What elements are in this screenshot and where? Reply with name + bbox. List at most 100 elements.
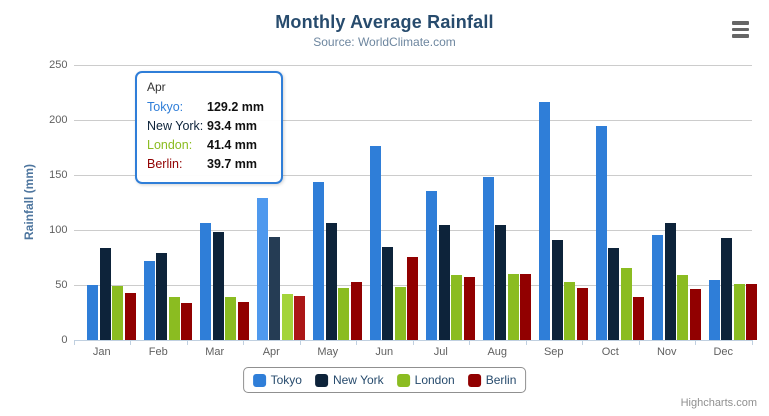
bar-berlin-jan[interactable] [124,293,136,340]
x-axis-label-nov: Nov [656,346,677,358]
legend-item-new-york[interactable]: New York [314,373,384,387]
hamburger-icon [732,21,749,25]
bar-new-york-may[interactable] [325,223,337,340]
tooltip-series-value: 41.4 mm [207,138,258,152]
x-axis-tick [469,340,470,345]
tooltip-series-value: 129.2 mm [207,100,264,114]
bar-tokyo-aug[interactable] [482,176,494,340]
bar-new-york-sep[interactable] [551,239,563,340]
bar-tokyo-jun[interactable] [369,146,381,340]
bar-new-york-aug[interactable] [495,225,507,340]
tooltip-series-value: 93.4 mm [207,119,258,133]
bar-berlin-jul[interactable] [463,276,475,340]
bar-new-york-apr[interactable] [269,237,281,340]
bar-tokyo-oct[interactable] [595,126,607,340]
x-axis-tick [638,340,640,345]
bar-berlin-nov[interactable] [689,288,701,340]
bar-tokyo-jul[interactable] [426,190,437,340]
tooltip-series-name: London: [147,138,193,152]
tooltip-series-value: 39.7 mm [207,157,258,171]
gridline-100 [73,229,752,231]
x-axis-tick [356,340,357,345]
legend-swatch-tokyo [252,373,266,387]
bar-new-york-jun[interactable] [382,247,394,340]
bar-berlin-apr[interactable] [294,296,306,340]
bar-tokyo-sep[interactable] [539,101,550,340]
x-axis-label-jan: Jan [92,346,111,358]
legend-swatch-berlin [467,373,481,387]
legend-item-london[interactable]: London [396,373,455,387]
bar-berlin-aug[interactable] [520,273,532,340]
x-axis-label-mar: Mar [205,346,225,358]
bar-berlin-mar[interactable] [237,302,249,340]
legend-label-berlin: Berlin [485,373,517,387]
x-axis-label-sep: Sep [543,346,564,358]
y-axis-label-250: 250 [49,59,68,71]
gridline-200 [73,119,752,121]
bar-tokyo-jan[interactable] [87,285,98,340]
bar-berlin-feb[interactable] [181,303,193,340]
bar-london-oct[interactable] [620,268,632,340]
y-axis-label-150: 150 [49,169,68,181]
bar-london-aug[interactable] [507,274,519,340]
x-axis-label-jun: Jun [375,346,394,358]
gridline-250 [73,64,752,66]
bar-new-york-nov[interactable] [664,222,676,340]
tooltip-row-tokyo: Tokyo: 129.2 mm [147,98,271,117]
bar-tokyo-mar[interactable] [200,222,211,340]
bar-new-york-feb[interactable] [156,253,168,340]
bar-new-york-mar[interactable] [212,231,224,340]
legend-label-tokyo: Tokyo [270,373,302,387]
bar-berlin-dec[interactable] [746,283,758,340]
y-axis-label-50: 50 [55,279,68,291]
tooltip: Apr Tokyo: 129.2 mm New York: 93.4 mm London… [135,71,283,184]
bar-london-may[interactable] [338,288,350,340]
x-axis-tick [243,340,244,345]
x-axis-label-feb: Feb [148,346,168,358]
bar-london-nov[interactable] [677,274,689,340]
bar-berlin-oct[interactable] [633,296,645,340]
bar-new-york-oct[interactable] [608,248,620,340]
bar-london-sep[interactable] [564,282,576,340]
x-axis-tick [751,340,753,345]
bar-london-jan[interactable] [112,286,124,340]
bar-berlin-sep[interactable] [576,287,588,340]
bar-berlin-may[interactable] [350,282,362,340]
tooltip-header: Apr [147,80,166,94]
bar-london-apr[interactable] [281,294,293,340]
bar-london-jun[interactable] [394,286,406,340]
credits-link[interactable]: Highcharts.com [680,397,757,409]
bar-berlin-jun[interactable] [407,256,419,340]
x-axis-tick [695,340,696,345]
bar-new-york-dec[interactable] [721,238,733,340]
x-axis-tick [582,340,583,345]
bar-new-york-jan[interactable] [99,248,111,340]
legend-swatch-new-york [314,373,328,387]
hamburger-icon [732,27,749,31]
x-axis-tick [130,340,131,345]
y-axis-label-0: 0 [61,334,68,346]
bar-london-jul[interactable] [451,275,463,340]
bar-tokyo-feb[interactable] [143,261,155,340]
tooltip-row-london: London: 41.4 mm [147,136,271,155]
bar-tokyo-nov[interactable] [652,234,663,340]
bar-tokyo-dec[interactable] [708,280,720,340]
x-axis-label-dec: Dec [713,346,734,358]
x-axis-label-aug: Aug [487,346,508,358]
bar-london-dec[interactable] [733,283,745,340]
chart-subtitle: Source: WorldClimate.com [313,35,456,49]
legend-item-tokyo[interactable]: Tokyo [252,373,302,387]
tooltip-row-berlin: Berlin: 39.7 mm [147,155,271,174]
export-menu-button[interactable] [732,21,752,41]
legend: Tokyo New York London Berlin [242,367,527,393]
legend-item-berlin[interactable]: Berlin [467,373,517,387]
tooltip-series-name: Tokyo: [147,100,184,114]
bar-tokyo-may[interactable] [313,181,324,340]
bar-london-mar[interactable] [225,296,237,340]
bar-new-york-jul[interactable] [438,224,450,340]
legend-label-london: London [414,373,455,387]
bar-tokyo-apr[interactable] [256,197,268,340]
x-axis-tick [525,340,527,345]
bar-london-feb[interactable] [168,297,180,340]
